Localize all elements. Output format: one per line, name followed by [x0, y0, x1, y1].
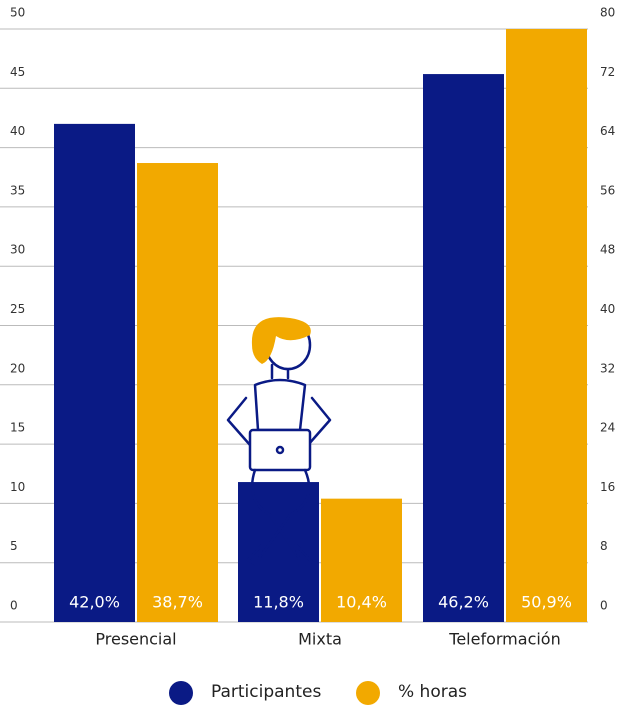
legend-marker: [169, 681, 193, 705]
legend-label: Participantes: [211, 682, 321, 702]
y2-tick-label: 8: [600, 539, 608, 553]
y2-tick-label: 80: [600, 6, 615, 20]
y2-tick-label: 64: [600, 124, 615, 138]
y-tick-label: 10: [10, 480, 25, 494]
y2-tick-label: 16: [600, 480, 615, 494]
value-label: 11,8%: [253, 593, 304, 612]
y-tick-label: 50: [10, 6, 25, 20]
illustration: [226, 317, 332, 568]
legend-marker: [356, 681, 380, 705]
y-tick-label: 0: [10, 599, 18, 613]
y-tick-label: 35: [10, 183, 25, 197]
y2-tick-label: 24: [600, 421, 615, 435]
x-tick-label: Teleformación: [448, 630, 560, 649]
value-label: 38,7%: [152, 593, 203, 612]
y2-tick-label: 56: [600, 183, 615, 197]
bar: [137, 163, 218, 622]
y-tick-label: 20: [10, 361, 25, 375]
y2-tick-label: 48: [600, 243, 615, 257]
bar: [423, 74, 504, 622]
value-label: 46,2%: [438, 593, 489, 612]
bar: [321, 498, 402, 622]
y-tick-label: 15: [10, 421, 25, 435]
value-label: 42,0%: [69, 593, 120, 612]
x-tick-label: Presencial: [95, 630, 176, 649]
y-tick-label: 40: [10, 124, 25, 138]
y-tick-label: 5: [10, 539, 18, 553]
y-tick-label: 45: [10, 65, 25, 79]
value-label: 10,4%: [336, 593, 387, 612]
legend-label: % horas: [398, 682, 467, 702]
y2-tick-label: 40: [600, 302, 615, 316]
bar: [54, 123, 135, 622]
y2-tick-label: 0: [600, 599, 608, 613]
value-label: 50,9%: [521, 593, 572, 612]
x-tick-label: Mixta: [298, 630, 342, 649]
y2-tick-label: 32: [600, 361, 615, 375]
y-tick-label: 30: [10, 243, 25, 257]
y-tick-label: 25: [10, 302, 25, 316]
bar: [506, 29, 587, 622]
y2-tick-label: 72: [600, 65, 615, 79]
bar: [238, 482, 319, 622]
